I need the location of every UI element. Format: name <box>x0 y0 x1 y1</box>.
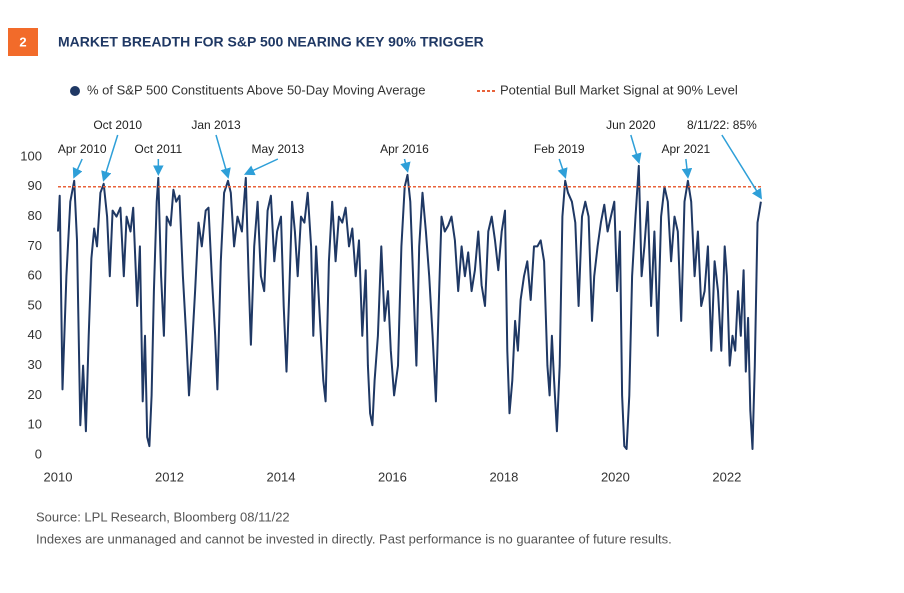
y-tick-label: 20 <box>28 387 42 402</box>
y-tick-label: 40 <box>28 327 42 342</box>
annotation-label: Apr 2010 <box>58 142 107 156</box>
annotation-arrow <box>681 158 693 179</box>
annotation-label: Apr 2021 <box>662 142 711 156</box>
annotation-arrow <box>215 134 231 179</box>
y-tick-label: 60 <box>28 268 42 283</box>
annotation-label: Jun 2020 <box>606 118 656 132</box>
x-tick-label: 2012 <box>155 469 184 484</box>
legend-label: Potential Bull Market Signal at 90% Leve… <box>500 82 738 97</box>
annotation-label: Oct 2010 <box>93 118 142 132</box>
y-tick-label: 100 <box>20 148 42 163</box>
x-tick-label: 2016 <box>378 469 407 484</box>
x-tick-label: 2022 <box>712 469 741 484</box>
annotation-arrow <box>72 158 83 179</box>
chart-title: MARKET BREADTH FOR S&P 500 NEARING KEY 9… <box>58 34 484 50</box>
annotation-arrow <box>101 134 119 182</box>
badge-text: 2 <box>19 34 26 49</box>
source: Source: LPL Research, Bloomberg 08/11/22 <box>36 509 290 524</box>
annotation-arrow <box>630 134 642 164</box>
annotation-label: Jan 2013 <box>191 118 241 132</box>
annotation-label: Feb 2019 <box>534 142 585 156</box>
series-line <box>57 164 762 450</box>
x-tick-label: 2010 <box>44 469 73 484</box>
annotation-label: Apr 2016 <box>380 142 429 156</box>
badge <box>8 28 38 56</box>
annotation-label: May 2013 <box>251 142 304 156</box>
y-tick-label: 70 <box>28 238 42 253</box>
x-tick-label: 2020 <box>601 469 630 484</box>
annotation-label: 8/11/22: 85% <box>687 118 757 132</box>
y-tick-label: 90 <box>28 178 42 193</box>
y-tick-label: 10 <box>28 417 42 432</box>
y-tick-label: 0 <box>35 446 42 461</box>
annotation-arrow <box>721 134 762 200</box>
x-tick-label: 2018 <box>489 469 518 484</box>
y-tick-label: 30 <box>28 357 42 372</box>
annotation-arrow <box>243 158 279 176</box>
annotation-arrow <box>557 158 568 179</box>
x-tick-label: 2014 <box>267 469 296 484</box>
legend-swatch <box>70 86 80 96</box>
annotation-arrow <box>400 158 411 173</box>
y-tick-label: 50 <box>28 297 42 312</box>
legend-label: % of S&P 500 Constituents Above 50-Day M… <box>87 82 425 97</box>
y-tick-label: 80 <box>28 208 42 223</box>
disclaimer: Indexes are unmanaged and cannot be inve… <box>36 531 672 546</box>
annotation-label: Oct 2011 <box>134 142 182 156</box>
